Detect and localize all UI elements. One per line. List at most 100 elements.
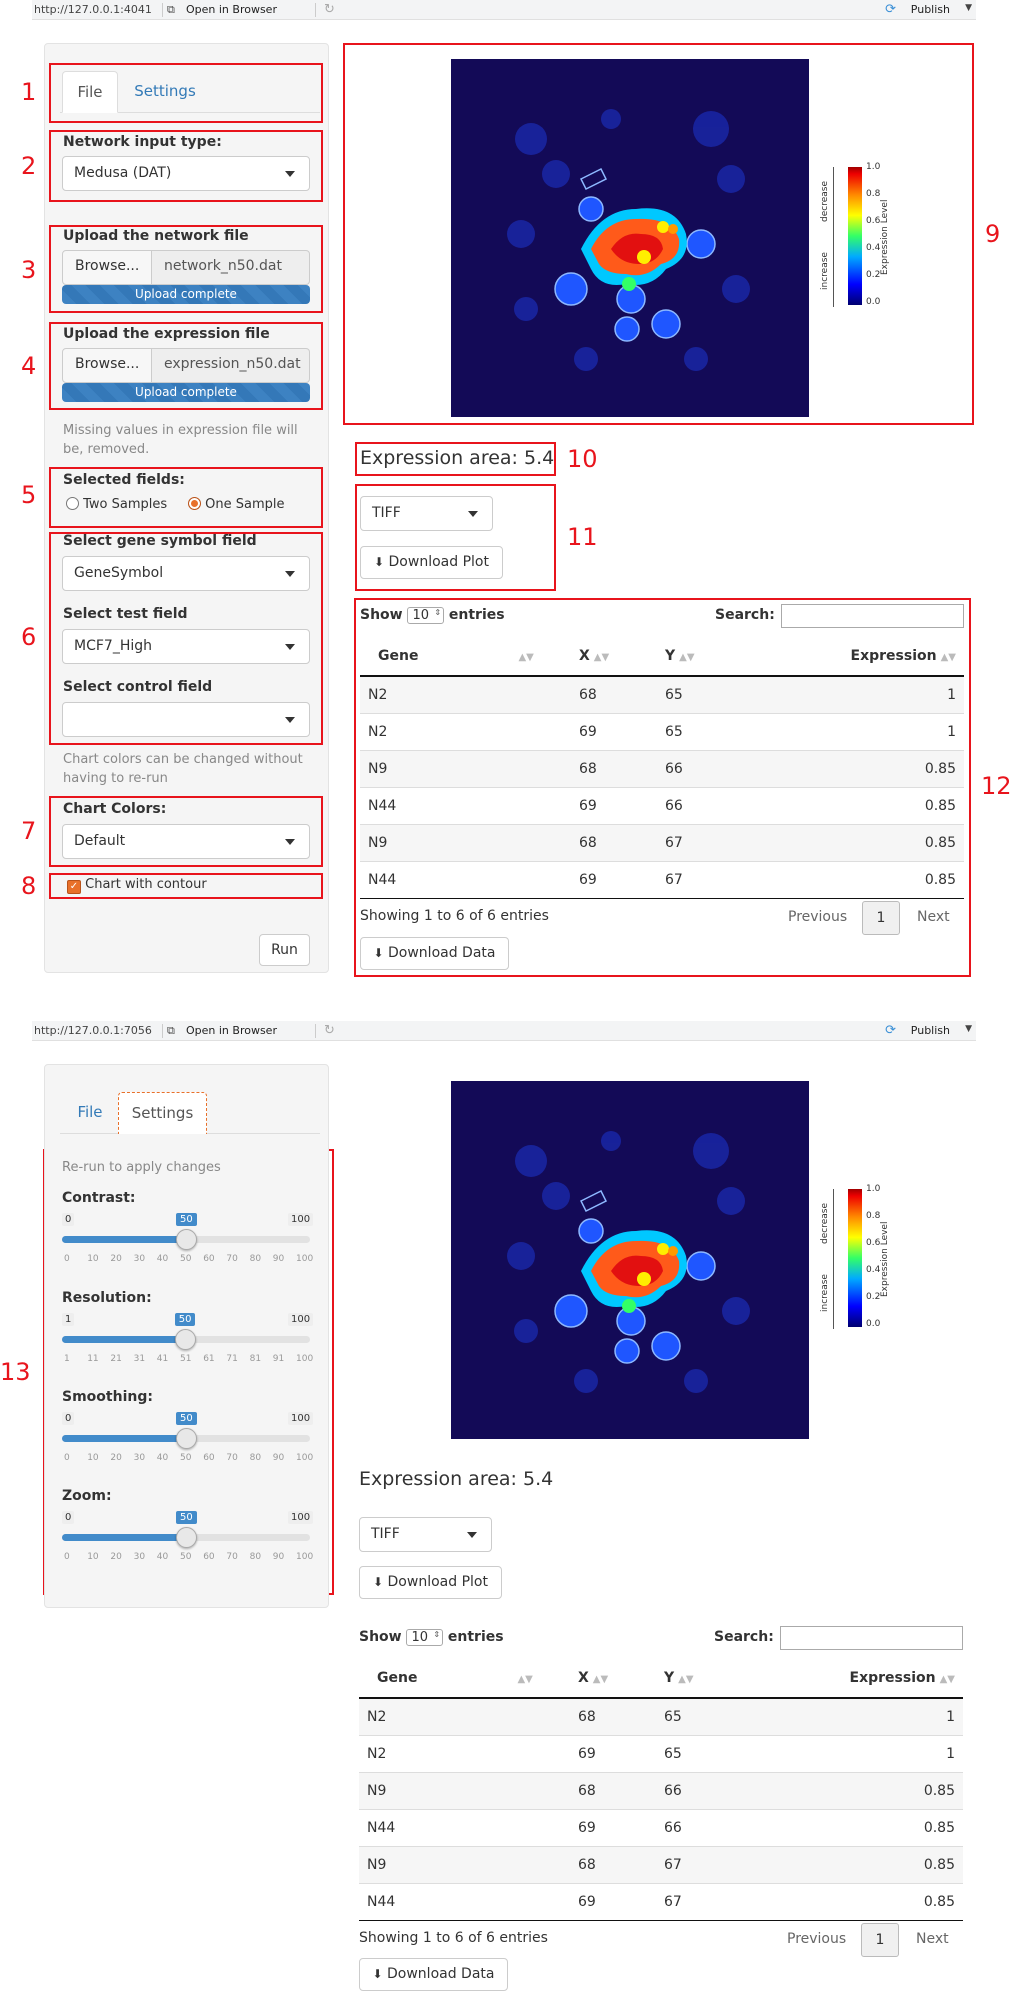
- gene-field-select[interactable]: GeneSymbol: [62, 556, 310, 591]
- open-in-browser-link[interactable]: Open in Browser: [186, 3, 277, 16]
- colorbar: [848, 167, 862, 305]
- search-input[interactable]: [780, 1626, 963, 1650]
- slider-tick: 51: [180, 1354, 192, 1364]
- slider-handle[interactable]: [174, 1329, 196, 1350]
- download-data-button[interactable]: ⬇ Download Data: [359, 1958, 508, 1991]
- column-header-expression[interactable]: Expression ▲▼: [772, 1659, 963, 1699]
- next-page-button[interactable]: Next: [916, 1931, 949, 1947]
- annotation-box-2: [49, 130, 323, 202]
- slider-tick: 40: [156, 1552, 169, 1562]
- entries-select[interactable]: 10 ⇕: [407, 607, 445, 624]
- column-header-expression[interactable]: Expression ▲▼: [773, 637, 964, 677]
- previous-page-button[interactable]: Previous: [787, 1931, 847, 1947]
- caret-down-icon: [285, 171, 295, 177]
- download-plot-button[interactable]: ⬇ Download Plot: [359, 1566, 502, 1599]
- refresh-icon[interactable]: ↻: [324, 1023, 335, 1038]
- separator: [315, 1024, 316, 1038]
- slider-handle[interactable]: [176, 1229, 197, 1250]
- annotation-number-2: 2: [21, 152, 37, 180]
- slider-tick: 50: [180, 1552, 192, 1562]
- run-button[interactable]: Run: [259, 934, 310, 966]
- download-icon: ⬇: [373, 1575, 384, 1589]
- slider-tick: 0: [64, 1254, 70, 1264]
- selected-fields-label: Selected fields:: [63, 472, 185, 488]
- slider-max: 100: [288, 1313, 314, 1326]
- table-length-control: Show 10 ⇕ entries: [359, 1629, 504, 1646]
- chart-colors-select[interactable]: Default: [62, 824, 310, 859]
- test-field-select[interactable]: MCF7_High: [62, 629, 310, 664]
- tab-settings[interactable]: Settings: [134, 82, 196, 100]
- tab-file[interactable]: File: [62, 71, 118, 113]
- column-header-x[interactable]: X ▲▼: [570, 1659, 656, 1699]
- column-header-gene[interactable]: Gene ▲▼: [359, 1659, 570, 1699]
- expression-heatmap: [451, 1081, 809, 1439]
- slider-tick: 61: [203, 1354, 215, 1364]
- data-table: Gene ▲▼ X ▲▼ Y ▲▼ Expression ▲▼ N2 68 65 1 N2 69…: [359, 1659, 963, 1921]
- slider-tick: 70: [226, 1552, 238, 1562]
- caret-down-icon: [468, 511, 478, 517]
- viewer-toolbar: http://127.0.0.1:4041 ⧉ Open in Browser …: [32, 0, 976, 20]
- slider-tick: 0: [64, 1453, 70, 1463]
- tab-settings[interactable]: Settings: [118, 1092, 207, 1134]
- page-1-button[interactable]: 1: [862, 901, 900, 935]
- download-data-button[interactable]: ⬇ Download Data: [360, 937, 509, 970]
- download-icon: ⬇: [372, 1967, 383, 1981]
- sort-icon: ▲▼: [939, 1674, 955, 1685]
- column-header-y[interactable]: Y ▲▼: [656, 1659, 772, 1699]
- network-type-label: Network input type:: [63, 134, 222, 150]
- control-field-label: Select control field: [63, 679, 213, 695]
- format-select[interactable]: TIFF: [360, 496, 493, 531]
- slider-value: 50: [176, 1412, 197, 1425]
- colorbar-tick: 1.0: [866, 162, 881, 172]
- slider-min: 0: [62, 1412, 75, 1425]
- slider-tick: 20: [110, 1453, 122, 1463]
- browse-expression-button[interactable]: Browse...: [62, 348, 152, 383]
- publish-button[interactable]: Publish: [910, 1024, 950, 1037]
- heatmap-svg: [507, 1131, 750, 1393]
- next-page-button[interactable]: Next: [917, 909, 950, 925]
- annotation-number-10: 10: [567, 445, 598, 473]
- download-plot-label: Download Plot: [388, 554, 489, 570]
- browse-network-button[interactable]: Browse...: [62, 250, 152, 285]
- search-label: Search:: [714, 1629, 774, 1645]
- gene-field-label: Select gene symbol field: [63, 533, 257, 549]
- refresh-icon[interactable]: ↻: [324, 2, 335, 17]
- network-type-select[interactable]: Medusa (DAT): [62, 156, 310, 191]
- column-header-x[interactable]: X ▲▼: [571, 637, 657, 677]
- separator: [162, 3, 163, 17]
- radio-two-samples[interactable]: Two Samples: [66, 497, 167, 512]
- colorbar-ticks: 1.0 0.8 0.6 0.4 0.2 0.0: [866, 1184, 896, 1334]
- contour-checkbox[interactable]: ✓ Chart with contour: [67, 877, 207, 894]
- page-1-button[interactable]: 1: [861, 1923, 899, 1957]
- slider-tick: 10: [87, 1453, 99, 1463]
- tab-file[interactable]: File: [77, 1103, 103, 1121]
- slider-tick: 90: [272, 1453, 285, 1463]
- slider-label: Zoom:: [62, 1488, 112, 1504]
- open-in-browser-link[interactable]: Open in Browser: [186, 1024, 277, 1037]
- slider-label: Resolution:: [62, 1290, 152, 1306]
- slider-handle[interactable]: [176, 1428, 197, 1449]
- control-field-select[interactable]: [62, 702, 310, 737]
- annotation-number-13: 13: [0, 1358, 31, 1386]
- chevron-down-icon[interactable]: ▼: [965, 1024, 972, 1034]
- url-text: http://127.0.0.1:4041: [34, 3, 152, 16]
- slider-min: 0: [62, 1511, 75, 1524]
- search-input[interactable]: [781, 604, 964, 628]
- column-header-y[interactable]: Y ▲▼: [657, 637, 773, 677]
- radio-one-sample[interactable]: One Sample: [188, 497, 285, 512]
- increase-label: increase: [820, 1274, 830, 1312]
- colorbar-tick: 0.2: [866, 270, 881, 280]
- previous-page-button[interactable]: Previous: [788, 909, 848, 925]
- chevron-down-icon[interactable]: ▼: [965, 3, 972, 13]
- search-label: Search:: [715, 607, 775, 623]
- slider-tick: 70: [226, 1453, 238, 1463]
- slider-handle[interactable]: [176, 1527, 197, 1548]
- column-header-gene[interactable]: Gene ▲▼: [360, 637, 571, 677]
- download-data-label: Download Data: [387, 1966, 495, 1982]
- expression-heatmap: [451, 59, 809, 417]
- format-select[interactable]: TIFF: [359, 1517, 492, 1552]
- entries-select[interactable]: 10 ⇕: [406, 1629, 444, 1646]
- entries-label: entries: [448, 607, 505, 623]
- download-plot-button[interactable]: ⬇ Download Plot: [360, 546, 503, 579]
- publish-button[interactable]: Publish: [910, 3, 950, 16]
